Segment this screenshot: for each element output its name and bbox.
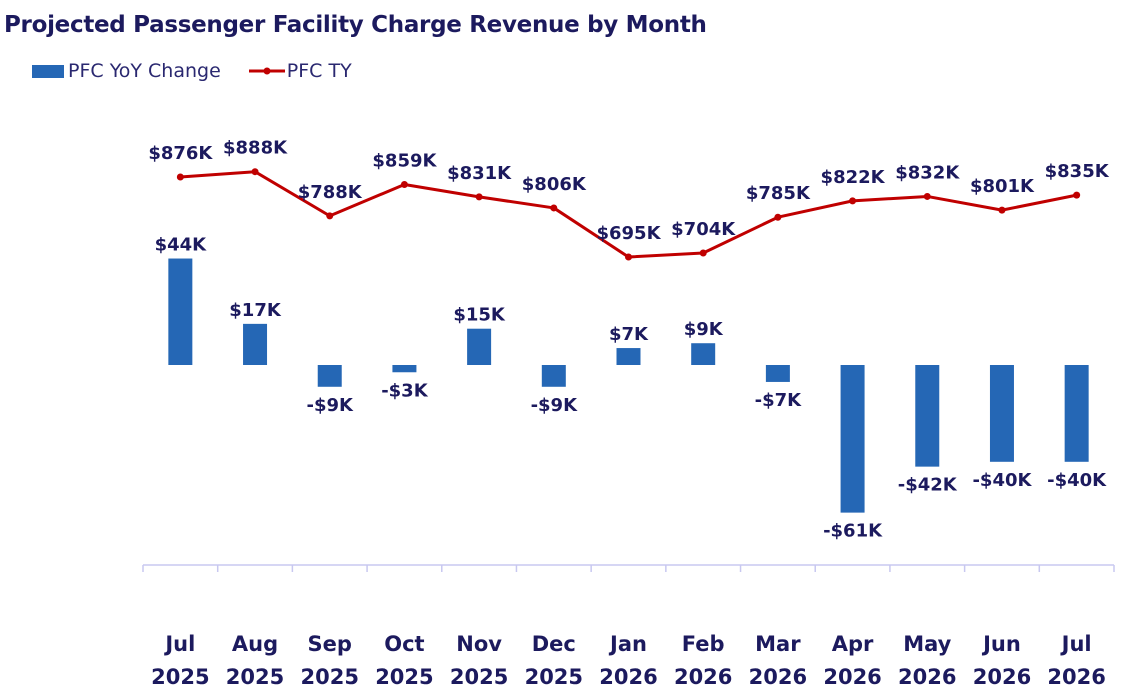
bar-yoy-change [467, 328, 492, 365]
bar-yoy-change [915, 365, 940, 467]
line-point-pfc-ty [774, 213, 782, 221]
bar-yoy-change [317, 365, 342, 387]
bar-yoy-change [1064, 365, 1089, 462]
x-tick-label-month: Jun [981, 632, 1021, 656]
line-point-pfc-ty [849, 197, 857, 205]
line-point-pfc-ty [251, 168, 259, 176]
line-data-label: $859K [372, 151, 437, 172]
x-tick-label-year: 2026 [823, 665, 881, 689]
x-tick-label-year: 2025 [375, 665, 433, 689]
chart-title: Projected Passenger Facility Charge Reve… [4, 12, 707, 38]
bar-yoy-change [989, 365, 1014, 462]
x-tick-label-year: 2026 [973, 665, 1031, 689]
bar-yoy-change [243, 323, 268, 365]
line-point-pfc-ty [326, 212, 334, 220]
bar-data-label: -$9K [531, 395, 579, 416]
legend-label-ty: PFC TY [286, 60, 352, 82]
line-data-label: $888K [223, 138, 288, 159]
line-point-pfc-ty [998, 206, 1006, 214]
x-tick-label-month: Jan [608, 632, 647, 656]
line-data-label: $806K [522, 174, 587, 195]
line-data-label: $801K [970, 176, 1035, 197]
bar-yoy-change [840, 365, 865, 513]
bar-data-label: $44K [155, 235, 208, 256]
x-tick-label-month: Sep [308, 632, 352, 656]
x-tick-label-year: 2026 [674, 665, 732, 689]
legend-line-swatch [248, 67, 285, 75]
bar-yoy-change [691, 343, 716, 365]
x-tick-label-year: 2025 [525, 665, 583, 689]
bar-data-label: -$40K [972, 470, 1032, 491]
bar-data-label: -$42K [898, 475, 958, 496]
x-tick-label-year: 2026 [599, 665, 657, 689]
bar-yoy-change [765, 365, 790, 382]
bar-yoy-change [392, 365, 417, 373]
bar-data-label: -$61K [823, 521, 883, 542]
legend-label-yoy: PFC YoY Change [68, 60, 221, 82]
bar-data-label: -$7K [755, 390, 803, 411]
line-point-pfc-ty [699, 249, 707, 257]
x-tick-label-month: Mar [755, 632, 801, 656]
legend: PFC YoY Change PFC TY [32, 60, 352, 82]
x-tick-label-year: 2026 [898, 665, 956, 689]
line-data-label: $876K [148, 143, 213, 164]
line-point-pfc-ty [1073, 191, 1081, 199]
x-tick-label-month: May [903, 632, 951, 656]
x-tick-label-month: Feb [682, 632, 725, 656]
x-tick-label-month: Aug [232, 632, 278, 656]
x-tick-label-year: 2025 [450, 665, 508, 689]
bar-data-label: $15K [453, 305, 506, 326]
x-tick-label-year: 2026 [749, 665, 807, 689]
x-tick-label-month: Apr [832, 632, 874, 656]
line-point-pfc-ty [550, 204, 558, 212]
line-data-label: $832K [895, 162, 960, 183]
line-data-label: $785K [746, 183, 811, 204]
line-point-pfc-ty [923, 192, 931, 200]
line-point-pfc-ty [625, 253, 632, 261]
bar-yoy-change [168, 258, 193, 365]
x-tick-label-month: Jul [1060, 632, 1092, 656]
x-tick-label-year: 2025 [151, 665, 209, 689]
x-tick-label-year: 2025 [301, 665, 359, 689]
x-tick-label-year: 2025 [226, 665, 284, 689]
line-data-label: $831K [447, 163, 512, 184]
bar-data-label: $17K [229, 300, 282, 321]
line-point-pfc-ty [176, 173, 184, 181]
bar-data-label: -$3K [381, 380, 429, 401]
legend-bar-swatch [32, 64, 64, 78]
x-tick-label-month: Oct [384, 632, 424, 656]
line-data-label: $822K [821, 167, 886, 188]
line-data-label: $835K [1045, 161, 1110, 182]
bar-data-label: $7K [609, 324, 649, 345]
x-tick-label-year: 2026 [1047, 665, 1105, 689]
line-data-label: $788K [298, 182, 363, 203]
bar-data-label: $9K [684, 319, 724, 340]
bar-yoy-change [541, 365, 566, 387]
bar-yoy-change [616, 348, 641, 365]
x-tick-label-month: Dec [532, 632, 576, 656]
line-point-pfc-ty [475, 193, 483, 201]
line-data-label: $695K [596, 223, 661, 244]
bar-data-label: -$9K [306, 395, 354, 416]
x-tick-label-month: Jul [163, 632, 195, 656]
line-point-pfc-ty [400, 181, 408, 189]
line-data-label: $704K [671, 219, 736, 240]
x-tick-label-month: Nov [456, 632, 502, 656]
bar-data-label: -$40K [1047, 470, 1107, 491]
